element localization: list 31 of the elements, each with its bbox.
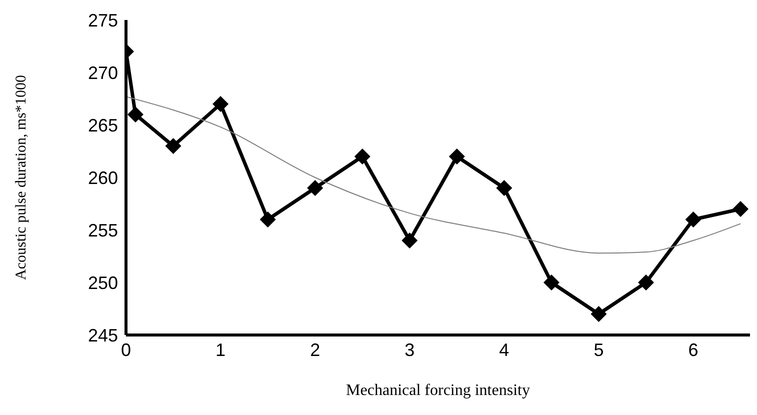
point <box>165 138 182 154</box>
line-series <box>126 96 742 254</box>
y-tick-label: 270 <box>88 62 118 83</box>
point <box>127 106 144 122</box>
y-tick-label: 255 <box>88 220 118 240</box>
x-tick-label: 5 <box>594 340 604 360</box>
point <box>732 201 749 217</box>
x-tick-label: 0 <box>120 340 132 360</box>
point <box>543 274 560 290</box>
point <box>685 212 702 228</box>
y-axis-title: Acoustic pulse duration, ms*1000 <box>13 75 30 280</box>
y-tick-label: 245 <box>88 325 118 346</box>
point <box>307 180 324 196</box>
x-tick-label: 3 <box>404 340 415 360</box>
y-tick-label: 275 <box>88 10 118 30</box>
point <box>212 96 229 112</box>
y-tick-label: 265 <box>88 115 118 136</box>
point <box>448 148 465 164</box>
point <box>590 306 607 322</box>
x-tick-label: 2 <box>310 340 320 360</box>
x-tick-label: 1 <box>216 340 226 360</box>
x-tick-label: 6 <box>688 340 698 360</box>
point <box>260 212 276 228</box>
y-tick-label: 250 <box>88 272 118 293</box>
point <box>354 148 370 164</box>
point <box>638 274 654 290</box>
x-tick-label: 4 <box>499 340 510 360</box>
y-tick-label: 260 <box>88 168 118 188</box>
x-axis-title: Mechanical forcing intensity <box>346 382 530 399</box>
point <box>402 232 418 248</box>
point <box>496 180 512 196</box>
